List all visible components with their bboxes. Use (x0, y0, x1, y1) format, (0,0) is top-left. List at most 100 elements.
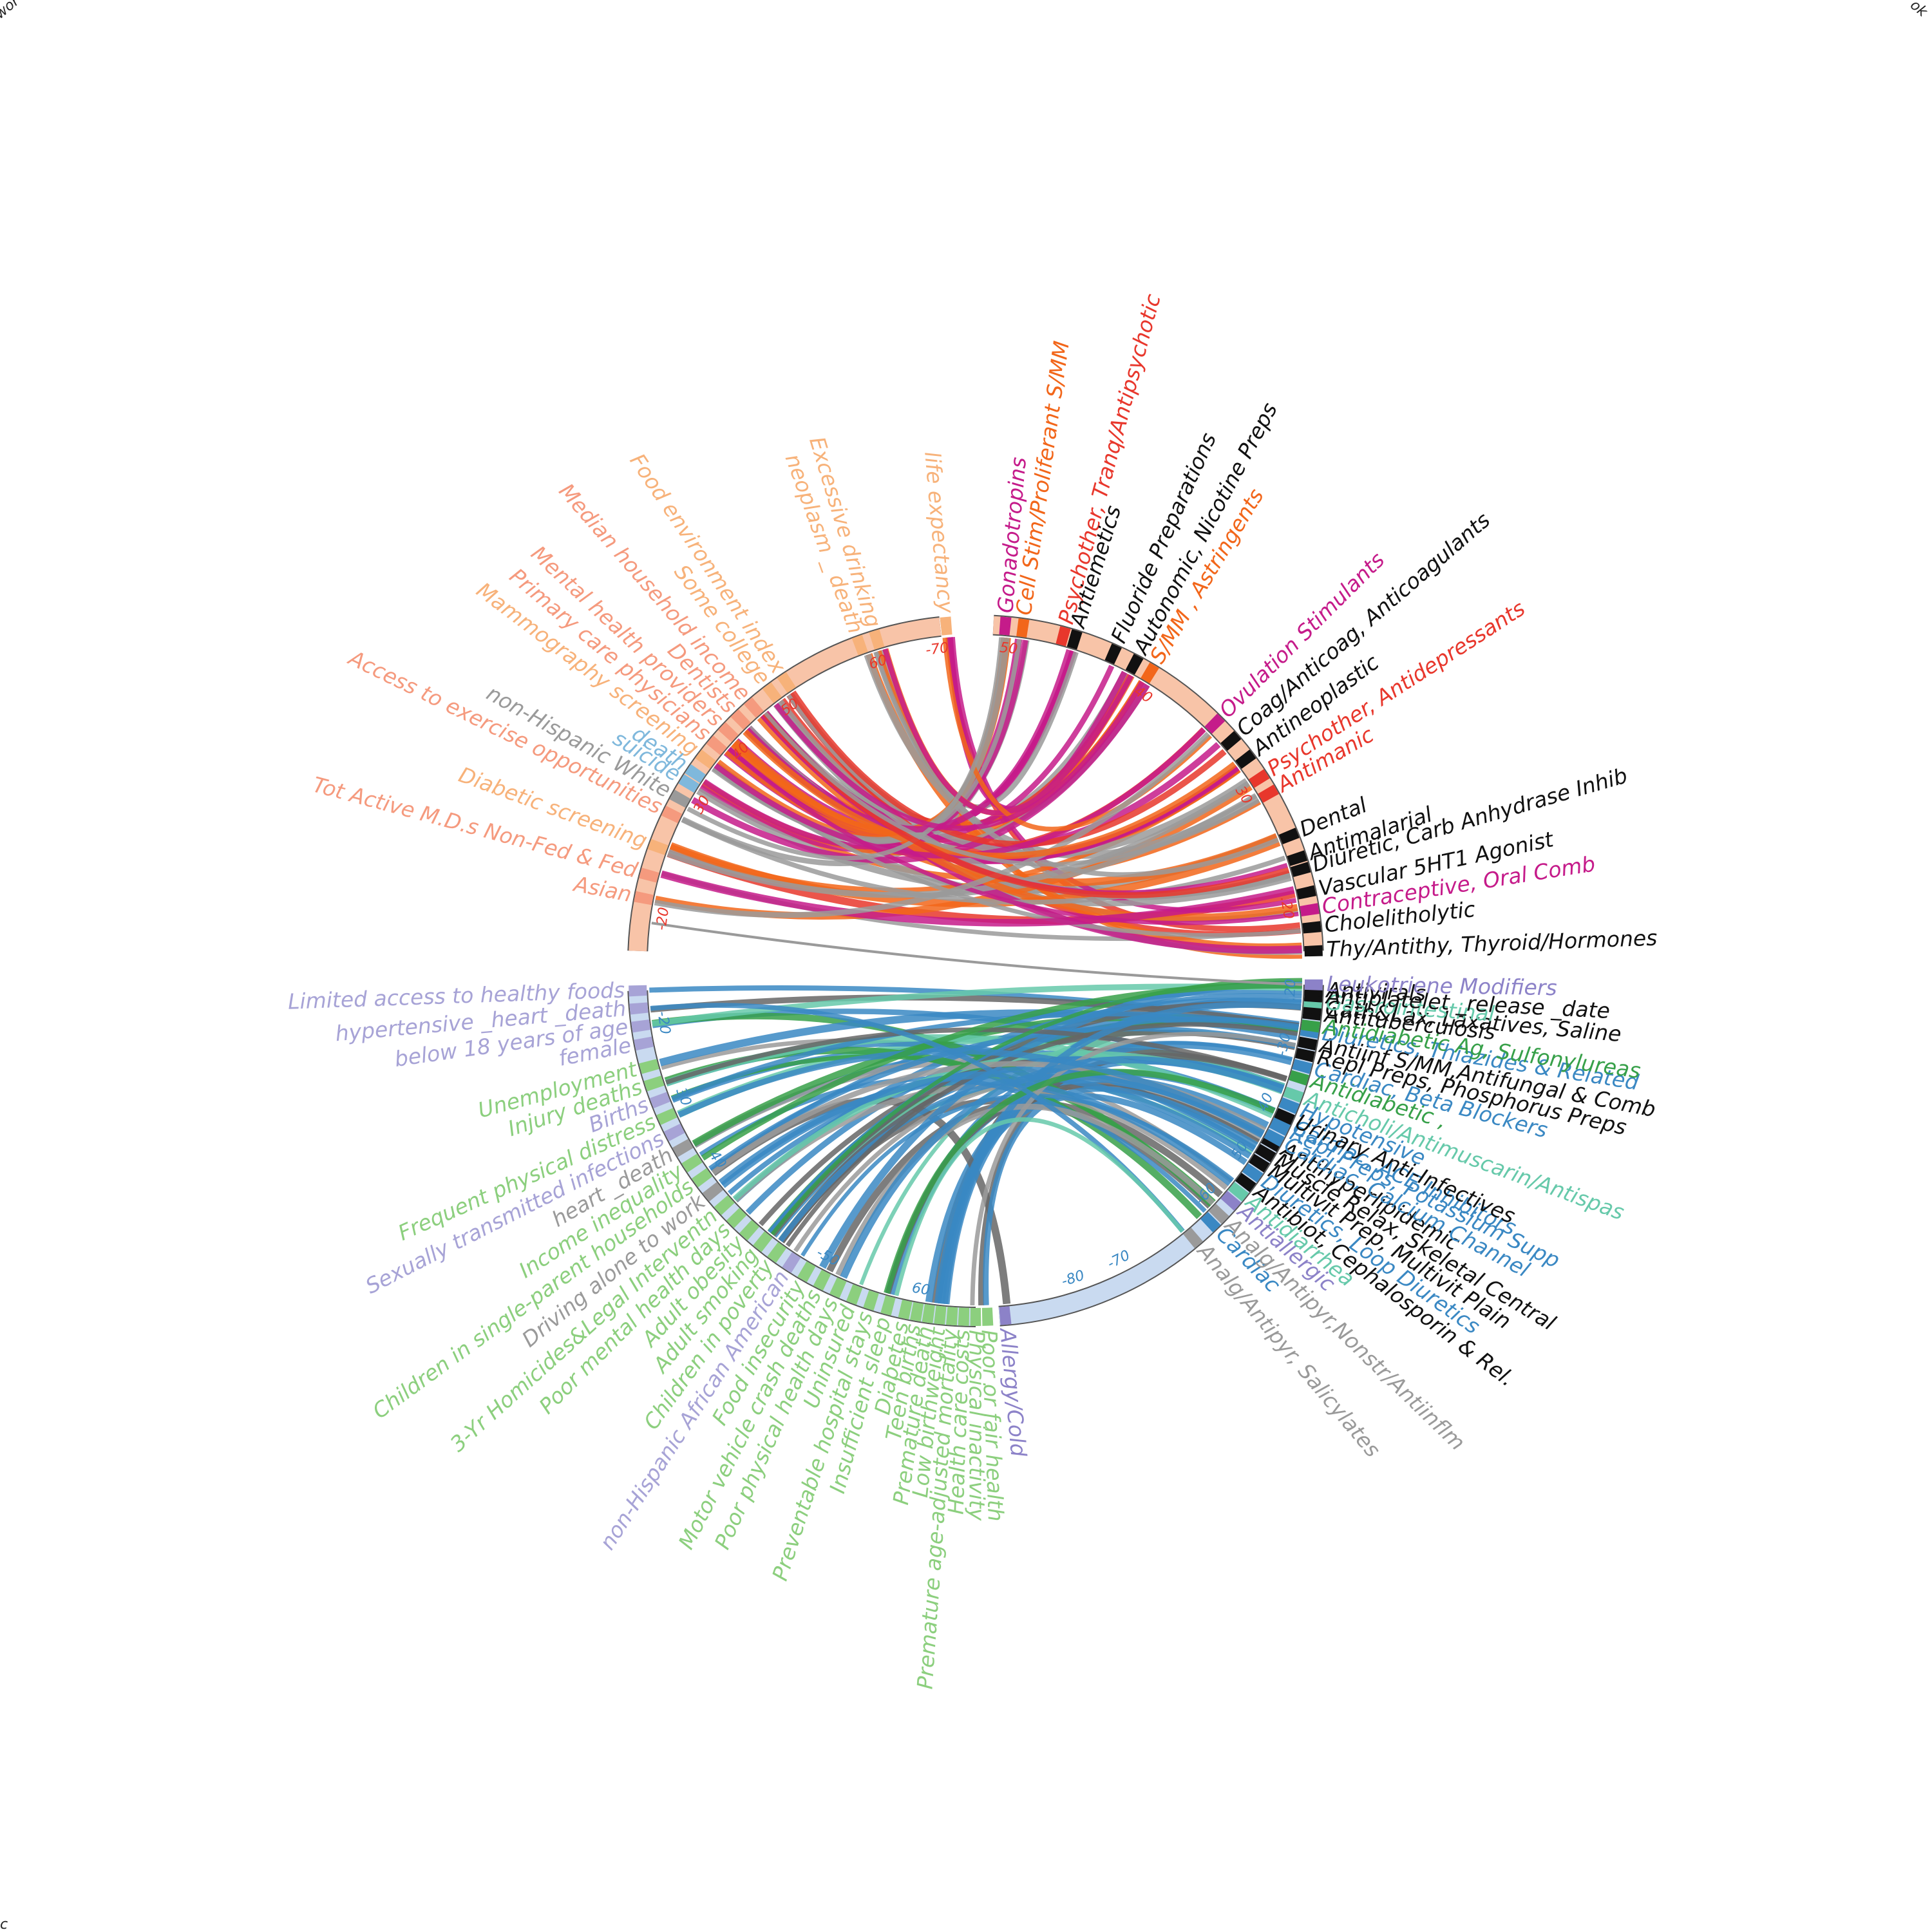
arc-block (829, 1277, 847, 1298)
arc-block (1066, 629, 1083, 650)
arc-block (643, 1075, 665, 1092)
arc-block (863, 1290, 879, 1311)
arc-block (1298, 1036, 1318, 1051)
arc-block (1220, 1191, 1242, 1211)
arc-block (718, 722, 739, 743)
arc-block (777, 672, 796, 693)
arc-block (1304, 945, 1323, 957)
tick-label: -20 (653, 906, 672, 931)
arc-block (685, 764, 706, 783)
chord-link (970, 1032, 1296, 1306)
arc-block (1208, 1204, 1229, 1224)
chord-link (773, 681, 1145, 831)
arc-block (940, 616, 952, 636)
arc-block (1104, 643, 1122, 665)
segment-arcs (627, 614, 1324, 1327)
tick-label: -70 (925, 640, 950, 659)
arc-block (958, 1307, 970, 1326)
arc-block (1200, 1211, 1221, 1233)
arc-block (1249, 1153, 1270, 1173)
arc-block (1296, 885, 1316, 900)
category-label: Physical inactivity (965, 1330, 990, 1521)
arc-block (1255, 1144, 1276, 1162)
arc-block (1183, 1227, 1203, 1249)
arc-block (739, 1220, 760, 1241)
arc-block (782, 1252, 801, 1273)
arc-block (1227, 1182, 1249, 1202)
arc-block (663, 1123, 685, 1142)
arc-block (1292, 1059, 1312, 1074)
arc-block (1125, 654, 1144, 675)
arc-block (981, 1307, 994, 1326)
category-label: life expectancy (920, 450, 959, 614)
arc-block (753, 1231, 773, 1253)
chord-link (790, 690, 1227, 848)
arc-block (767, 1242, 787, 1263)
chord-links (649, 637, 1303, 1306)
arc-block (1235, 1173, 1256, 1193)
chord-link (687, 637, 1004, 861)
arc-block (1278, 1097, 1300, 1114)
arc-block (681, 1153, 703, 1173)
category-label: Antivirals (1325, 977, 1426, 1005)
arc-block (678, 774, 699, 793)
arc-block (762, 682, 782, 703)
arc-block (1016, 618, 1030, 638)
arc-block (797, 1261, 816, 1282)
arc-block (695, 749, 716, 769)
arc-block (1283, 1086, 1304, 1103)
arc-block (714, 1195, 735, 1215)
tick-label: .20 (1277, 895, 1297, 920)
chord-link (667, 781, 1251, 898)
chord-link-cross (651, 922, 1303, 986)
arc-block (1249, 769, 1270, 788)
chord-link (800, 1093, 1235, 1257)
arc-block (631, 1019, 651, 1033)
arc-block (744, 697, 764, 718)
chord-link (764, 712, 1260, 867)
chord-link (721, 1071, 1252, 1188)
arc-block (1294, 1048, 1315, 1063)
chord-link (727, 747, 1299, 925)
arc-block (1290, 862, 1311, 877)
arc-block (647, 838, 668, 855)
arc-block (880, 1295, 896, 1316)
arc-block (661, 806, 683, 824)
arc-block (726, 1208, 747, 1229)
arc-block (922, 1303, 935, 1323)
arc-block (999, 616, 1012, 636)
arc-block (1300, 903, 1320, 917)
category-label: Leukotriene Modifiers (1327, 971, 1557, 1000)
arc-block (1258, 784, 1279, 803)
corner-text-bottom-left: c (0, 1917, 8, 1932)
corner-text-top-left: wor (0, 0, 23, 23)
chord-link (654, 732, 1211, 918)
arc-block (813, 1269, 831, 1291)
chord-link (840, 1056, 1284, 1279)
arc-block (1274, 1108, 1295, 1125)
chord-link (681, 817, 1286, 905)
arc-block (639, 1059, 659, 1074)
tick-label: 50 (999, 639, 1018, 658)
arc-block (692, 1168, 713, 1188)
arc-block (846, 1284, 863, 1305)
arc-block (1302, 921, 1321, 934)
arc-block (1235, 749, 1256, 769)
tick-label: .20 (1282, 978, 1299, 1001)
arc-block (634, 1036, 654, 1051)
arc-block (702, 1182, 724, 1202)
chord-link (894, 1117, 1184, 1296)
corner-text-top-right: ok (1907, 0, 1931, 21)
arc-block (649, 1092, 670, 1109)
chord-link (785, 1022, 1298, 1247)
chord-link (743, 729, 1237, 860)
arc-block (1141, 662, 1159, 684)
arc-block (639, 867, 659, 883)
chord-link (978, 1052, 1287, 1305)
chord-link (768, 993, 1302, 1234)
chord-link (660, 870, 1295, 927)
arc-block (898, 1300, 913, 1320)
arc-block (669, 790, 691, 808)
arc-block (1264, 1128, 1285, 1147)
